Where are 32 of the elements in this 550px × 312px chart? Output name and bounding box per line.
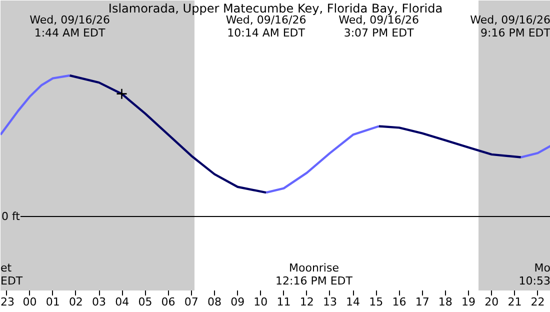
x-tick-label: 17	[415, 296, 430, 308]
x-tick-label: 14	[346, 296, 360, 308]
x-tick-label: 10	[254, 296, 268, 308]
text: et EDT	[0, 262, 23, 288]
text: Mo 10:53	[518, 262, 550, 288]
x-tick-label: 04	[115, 296, 130, 308]
x-tick-label: 20	[484, 296, 499, 308]
x-tick-label: 18	[438, 296, 452, 308]
chart-title: Islamorada, Upper Matecumbe Key, Florida Bay, Florida	[108, 2, 443, 16]
x-tick-label: 12	[300, 296, 314, 308]
x-tick-label: 15	[369, 296, 384, 308]
ref-line-label: 0 ft	[2, 210, 21, 223]
x-tick-label: 07	[184, 296, 198, 308]
x-tick-label: 11	[276, 296, 291, 308]
x-tick-label: 13	[322, 296, 337, 308]
text: Wed, 09/16/26 10:14 AM EDT	[226, 14, 306, 40]
x-tick-label: 22	[530, 296, 545, 308]
x-tick-label: 09	[230, 296, 245, 308]
x-tick-label: 21	[508, 296, 522, 308]
x-tick-label: 19	[462, 296, 476, 308]
x-tick-label: 23	[0, 296, 14, 308]
x-tick-label: 00	[22, 296, 37, 308]
x-tick-label: 05	[138, 296, 152, 308]
text: Wed, 09/16/26 1:44 AM EDT	[30, 14, 110, 40]
x-tick-label: 03	[92, 296, 106, 308]
text: Moonrise 12:16 PM EDT	[276, 262, 353, 288]
x-tick-label: 16	[392, 296, 406, 308]
x-tick-label: 02	[68, 296, 83, 308]
x-tick-label: 08	[207, 296, 222, 308]
x-tick-label: 06	[161, 296, 176, 308]
text: Wed, 09/16/26 3:07 PM EDT	[338, 14, 420, 40]
x-tick-label: 01	[46, 296, 60, 308]
